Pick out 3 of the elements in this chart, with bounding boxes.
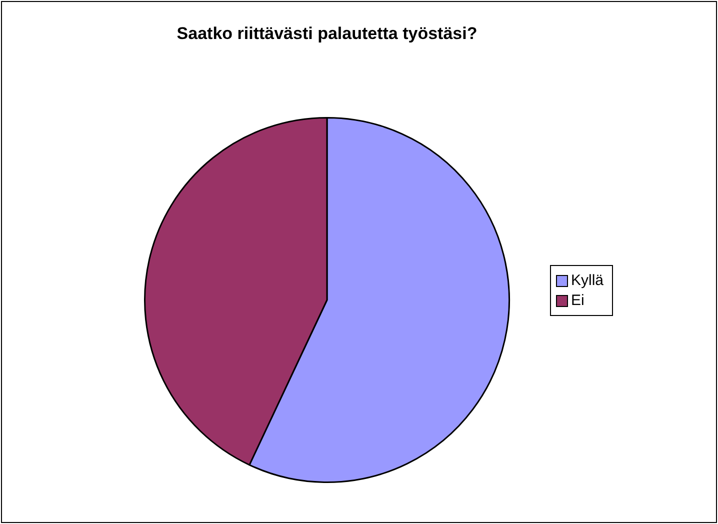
chart-title: Saatko riittävästi palautetta työstäsi? (176, 24, 478, 44)
legend-label: Ei (571, 292, 584, 309)
legend-label: Kyllä (571, 272, 604, 289)
